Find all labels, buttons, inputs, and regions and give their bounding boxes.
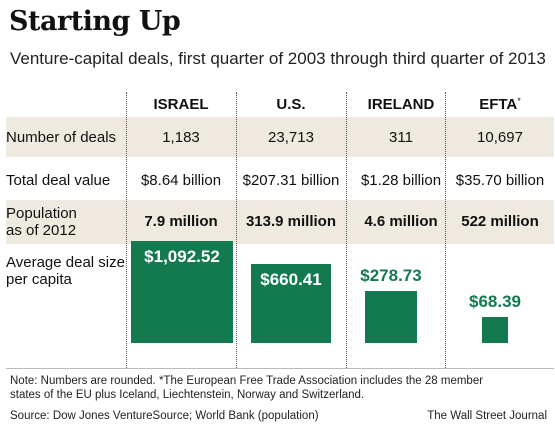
footnote-line-1: Note: Numbers are rounded. *The European… bbox=[10, 375, 484, 387]
cell-deals-efta: 10,697 bbox=[477, 129, 523, 146]
source-note: Source: Dow Jones VentureSource; World B… bbox=[10, 410, 319, 422]
cell-value-efta: $35.70 billion bbox=[455, 172, 545, 189]
cell-deals-israel: 1,183 bbox=[162, 129, 200, 146]
row-label-population: Population as of 2012 bbox=[6, 205, 77, 239]
cell-deals-ireland: 311 bbox=[389, 129, 413, 146]
footnote-line-2: states of the EU plus Iceland, Liechtens… bbox=[10, 389, 365, 401]
row-label-per-capita-main: Average deal size bbox=[6, 254, 125, 271]
bar-label-ireland: $278.73 bbox=[360, 266, 422, 286]
column-header-israel: ISRAEL bbox=[153, 96, 209, 113]
bar-label-us: $660.41 bbox=[260, 269, 322, 289]
column-header-ireland: IRELAND bbox=[367, 96, 435, 113]
chart-subtitle: Venture-capital deals, first quarter of … bbox=[10, 49, 546, 68]
cell-value-israel: $8.64 billion bbox=[140, 172, 222, 189]
column-divider bbox=[445, 92, 446, 368]
column-divider bbox=[236, 92, 237, 368]
row-label-population-sub: as of 2012 bbox=[6, 222, 77, 239]
bar-ireland bbox=[365, 291, 417, 343]
column-header-us: U.S. bbox=[276, 96, 306, 113]
bar-label-israel: $1,092.52 bbox=[144, 247, 220, 266]
row-deals-band bbox=[6, 117, 554, 157]
row-label-value: Total deal value bbox=[6, 172, 111, 189]
chart-title: Starting Up bbox=[9, 6, 181, 37]
bar-efta bbox=[482, 317, 508, 343]
bar-israel bbox=[131, 241, 233, 343]
cell-population-ireland: 4.6 million bbox=[364, 213, 438, 230]
cell-deals-us: 23,713 bbox=[268, 129, 314, 146]
row-label-population-main: Population bbox=[6, 205, 77, 222]
column-header-efta: EFTA* bbox=[479, 96, 521, 113]
column-divider bbox=[126, 92, 127, 368]
cell-population-efta: 522 million bbox=[461, 213, 539, 230]
publisher-credit: The Wall Street Journal bbox=[427, 410, 547, 422]
row-label-deals: Number of deals bbox=[6, 129, 117, 146]
column-divider bbox=[346, 92, 347, 368]
cell-value-ireland: $1.28 billion bbox=[360, 172, 442, 189]
cell-population-israel: 7.9 million bbox=[144, 213, 218, 230]
cell-population-us: 313.9 million bbox=[245, 213, 337, 230]
row-label-per-capita-sub: per capita bbox=[6, 271, 72, 288]
bar-us bbox=[251, 263, 331, 343]
row-label-per-capita: Average deal size per capita bbox=[6, 254, 125, 288]
row-population-band bbox=[6, 200, 554, 244]
footer-divider bbox=[6, 368, 554, 369]
bar-label-efta: $68.39 bbox=[469, 292, 521, 312]
cell-value-us: $207.31 billion bbox=[242, 172, 340, 189]
